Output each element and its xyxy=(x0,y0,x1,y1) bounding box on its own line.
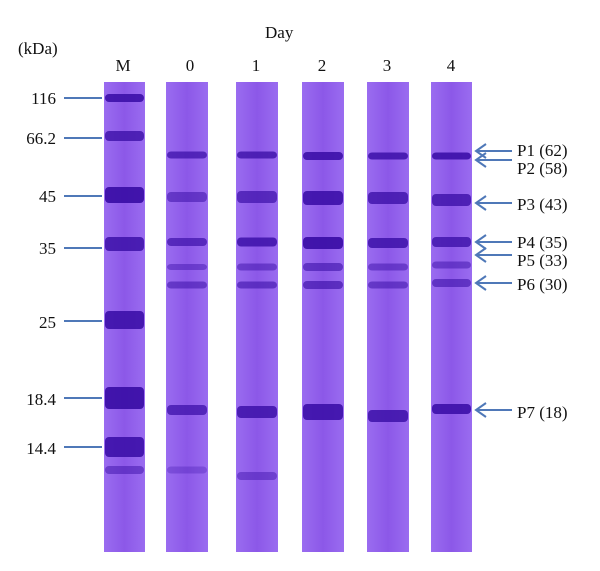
lane-label-day-1: 1 xyxy=(251,56,261,75)
protein-band xyxy=(432,404,471,414)
band-arrow-head xyxy=(474,152,487,168)
protein-band xyxy=(303,263,343,271)
protein-band xyxy=(303,237,343,249)
band-label-p5: P5 (33) xyxy=(517,251,568,270)
protein-band xyxy=(237,472,277,480)
protein-band xyxy=(368,192,408,204)
protein-band xyxy=(105,187,144,203)
gel-lane-5 xyxy=(431,82,472,552)
lane-label-m: M xyxy=(115,56,131,75)
protein-band xyxy=(368,238,408,248)
protein-band xyxy=(432,152,471,160)
band-arrow-head xyxy=(474,234,487,250)
protein-band xyxy=(105,237,144,251)
protein-band xyxy=(432,261,471,269)
protein-band xyxy=(105,131,144,141)
band-arrow-head xyxy=(474,402,487,418)
band-label-p3: P3 (43) xyxy=(517,195,568,214)
band-arrow-2 xyxy=(474,152,512,168)
marker-label-14-4: 14.4 xyxy=(26,439,56,458)
gel-lane-background xyxy=(166,82,208,552)
protein-band xyxy=(167,151,207,159)
band-arrow-head xyxy=(474,247,487,263)
gel-lane-0 xyxy=(104,82,145,552)
protein-band xyxy=(105,311,144,329)
band-arrow-head xyxy=(474,275,487,291)
gel-lane-background xyxy=(236,82,278,552)
protein-band xyxy=(167,192,207,202)
gel-lane-background xyxy=(302,82,344,552)
unit-label: (kDa) xyxy=(18,39,58,58)
protein-band xyxy=(167,466,207,474)
gel-lane-background xyxy=(367,82,409,552)
protein-band xyxy=(368,152,408,160)
protein-band xyxy=(167,281,207,289)
marker-label-35: 35 xyxy=(39,239,56,258)
lane-label-day-2: 2 xyxy=(317,56,327,75)
protein-band xyxy=(105,437,144,457)
protein-band xyxy=(237,191,277,203)
protein-band xyxy=(237,281,277,289)
protein-band xyxy=(303,281,343,289)
protein-band xyxy=(303,152,343,160)
gel-lane-background xyxy=(431,82,472,552)
protein-band xyxy=(432,279,471,287)
lane-label-day-4: 4 xyxy=(446,56,456,75)
protein-band xyxy=(303,404,343,420)
protein-band xyxy=(167,238,207,246)
protein-band xyxy=(237,406,277,418)
protein-band xyxy=(237,263,277,271)
protein-band xyxy=(237,151,277,159)
day-label: Day xyxy=(265,23,294,42)
protein-band xyxy=(105,387,144,409)
band-arrow-7 xyxy=(474,402,512,418)
gel-lane-3 xyxy=(302,82,344,552)
band-arrow-3 xyxy=(474,195,512,211)
band-label-p6: P6 (30) xyxy=(517,275,568,294)
protein-band xyxy=(368,281,408,289)
band-label-p1: P1 (62) xyxy=(517,141,568,160)
band-label-p2: P2 (58) xyxy=(517,159,568,178)
marker-label-25: 25 xyxy=(39,313,56,332)
marker-label-45: 45 xyxy=(39,187,56,206)
band-label-p7: P7 (18) xyxy=(517,403,568,422)
marker-label-116: 116 xyxy=(31,89,56,108)
protein-band xyxy=(105,94,144,102)
gel-lane-2 xyxy=(236,82,278,552)
protein-band xyxy=(432,237,471,247)
protein-band xyxy=(368,263,408,271)
protein-band xyxy=(105,466,144,474)
band-arrow-5 xyxy=(474,247,512,263)
protein-band xyxy=(368,410,408,422)
protein-band xyxy=(167,405,207,415)
marker-label-66-2: 66.2 xyxy=(26,129,56,148)
marker-label-18-4: 18.4 xyxy=(26,390,56,409)
protein-band xyxy=(303,191,343,205)
protein-band xyxy=(167,264,207,270)
protein-band xyxy=(237,237,277,247)
protein-band xyxy=(432,194,471,206)
band-label-p4: P4 (35) xyxy=(517,233,568,252)
band-arrow-head xyxy=(474,195,487,211)
lane-label-day-0: 0 xyxy=(185,56,195,75)
gel-lane-4 xyxy=(367,82,409,552)
gel-lane-1 xyxy=(166,82,208,552)
band-arrow-4 xyxy=(474,234,512,250)
lane-label-day-3: 3 xyxy=(382,56,392,75)
band-arrow-6 xyxy=(474,275,512,291)
